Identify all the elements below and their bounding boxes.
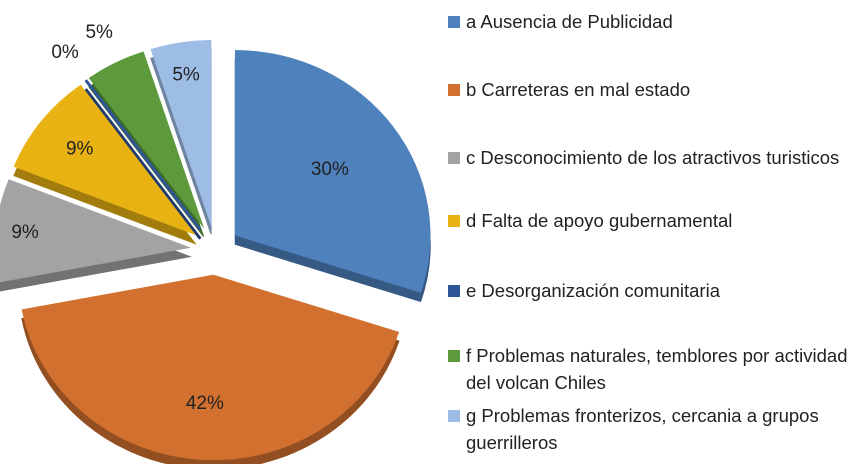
data-label: 9% xyxy=(11,222,39,243)
legend-swatch xyxy=(448,285,460,297)
data-label: 42% xyxy=(186,393,224,414)
legend-swatch xyxy=(448,84,460,96)
data-label: 5% xyxy=(85,22,113,43)
legend-item: d Falta de apoyo gubernamental xyxy=(448,207,848,234)
data-label: 9% xyxy=(66,139,94,160)
legend-swatch xyxy=(448,410,460,422)
legend-item: b Carreteras en mal estado xyxy=(448,76,848,103)
legend-item: a Ausencia de Publicidad xyxy=(448,8,848,35)
data-label: 30% xyxy=(311,159,349,180)
legend-label: a Ausencia de Publicidad xyxy=(466,11,673,32)
slice xyxy=(88,51,204,228)
pie-area: 30% 42% 9% 9% 0% 5% 5% xyxy=(0,22,431,464)
slice xyxy=(234,50,431,293)
slice xyxy=(13,84,196,236)
legend-item: g Problemas fronterizos, cercania a grup… xyxy=(448,402,848,456)
legend-swatch xyxy=(448,215,460,227)
slice xyxy=(150,40,212,226)
legend-swatch xyxy=(448,16,460,28)
data-label: 0% xyxy=(51,42,79,63)
legend-item: c Desconocimiento de los atractivos turi… xyxy=(448,144,848,171)
data-label: 5% xyxy=(172,64,200,85)
legend-label: e Desorganización comunitaria xyxy=(466,280,720,301)
legend-label: g Problemas fronterizos, cercania a grup… xyxy=(466,405,819,453)
legend-swatch xyxy=(448,350,460,362)
legend-label: c Desconocimiento de los atractivos turi… xyxy=(466,147,840,168)
legend-swatch xyxy=(448,152,460,164)
legend-label: b Carreteras en mal estado xyxy=(466,79,691,100)
legend-item: f Problemas naturales, temblores por act… xyxy=(448,342,848,396)
legend-item: e Desorganización comunitaria xyxy=(448,277,848,304)
legend-label: d Falta de apoyo gubernamental xyxy=(466,210,733,231)
slice xyxy=(21,274,400,461)
legend-label: f Problemas naturales, temblores por act… xyxy=(466,345,848,393)
slice xyxy=(0,179,192,283)
